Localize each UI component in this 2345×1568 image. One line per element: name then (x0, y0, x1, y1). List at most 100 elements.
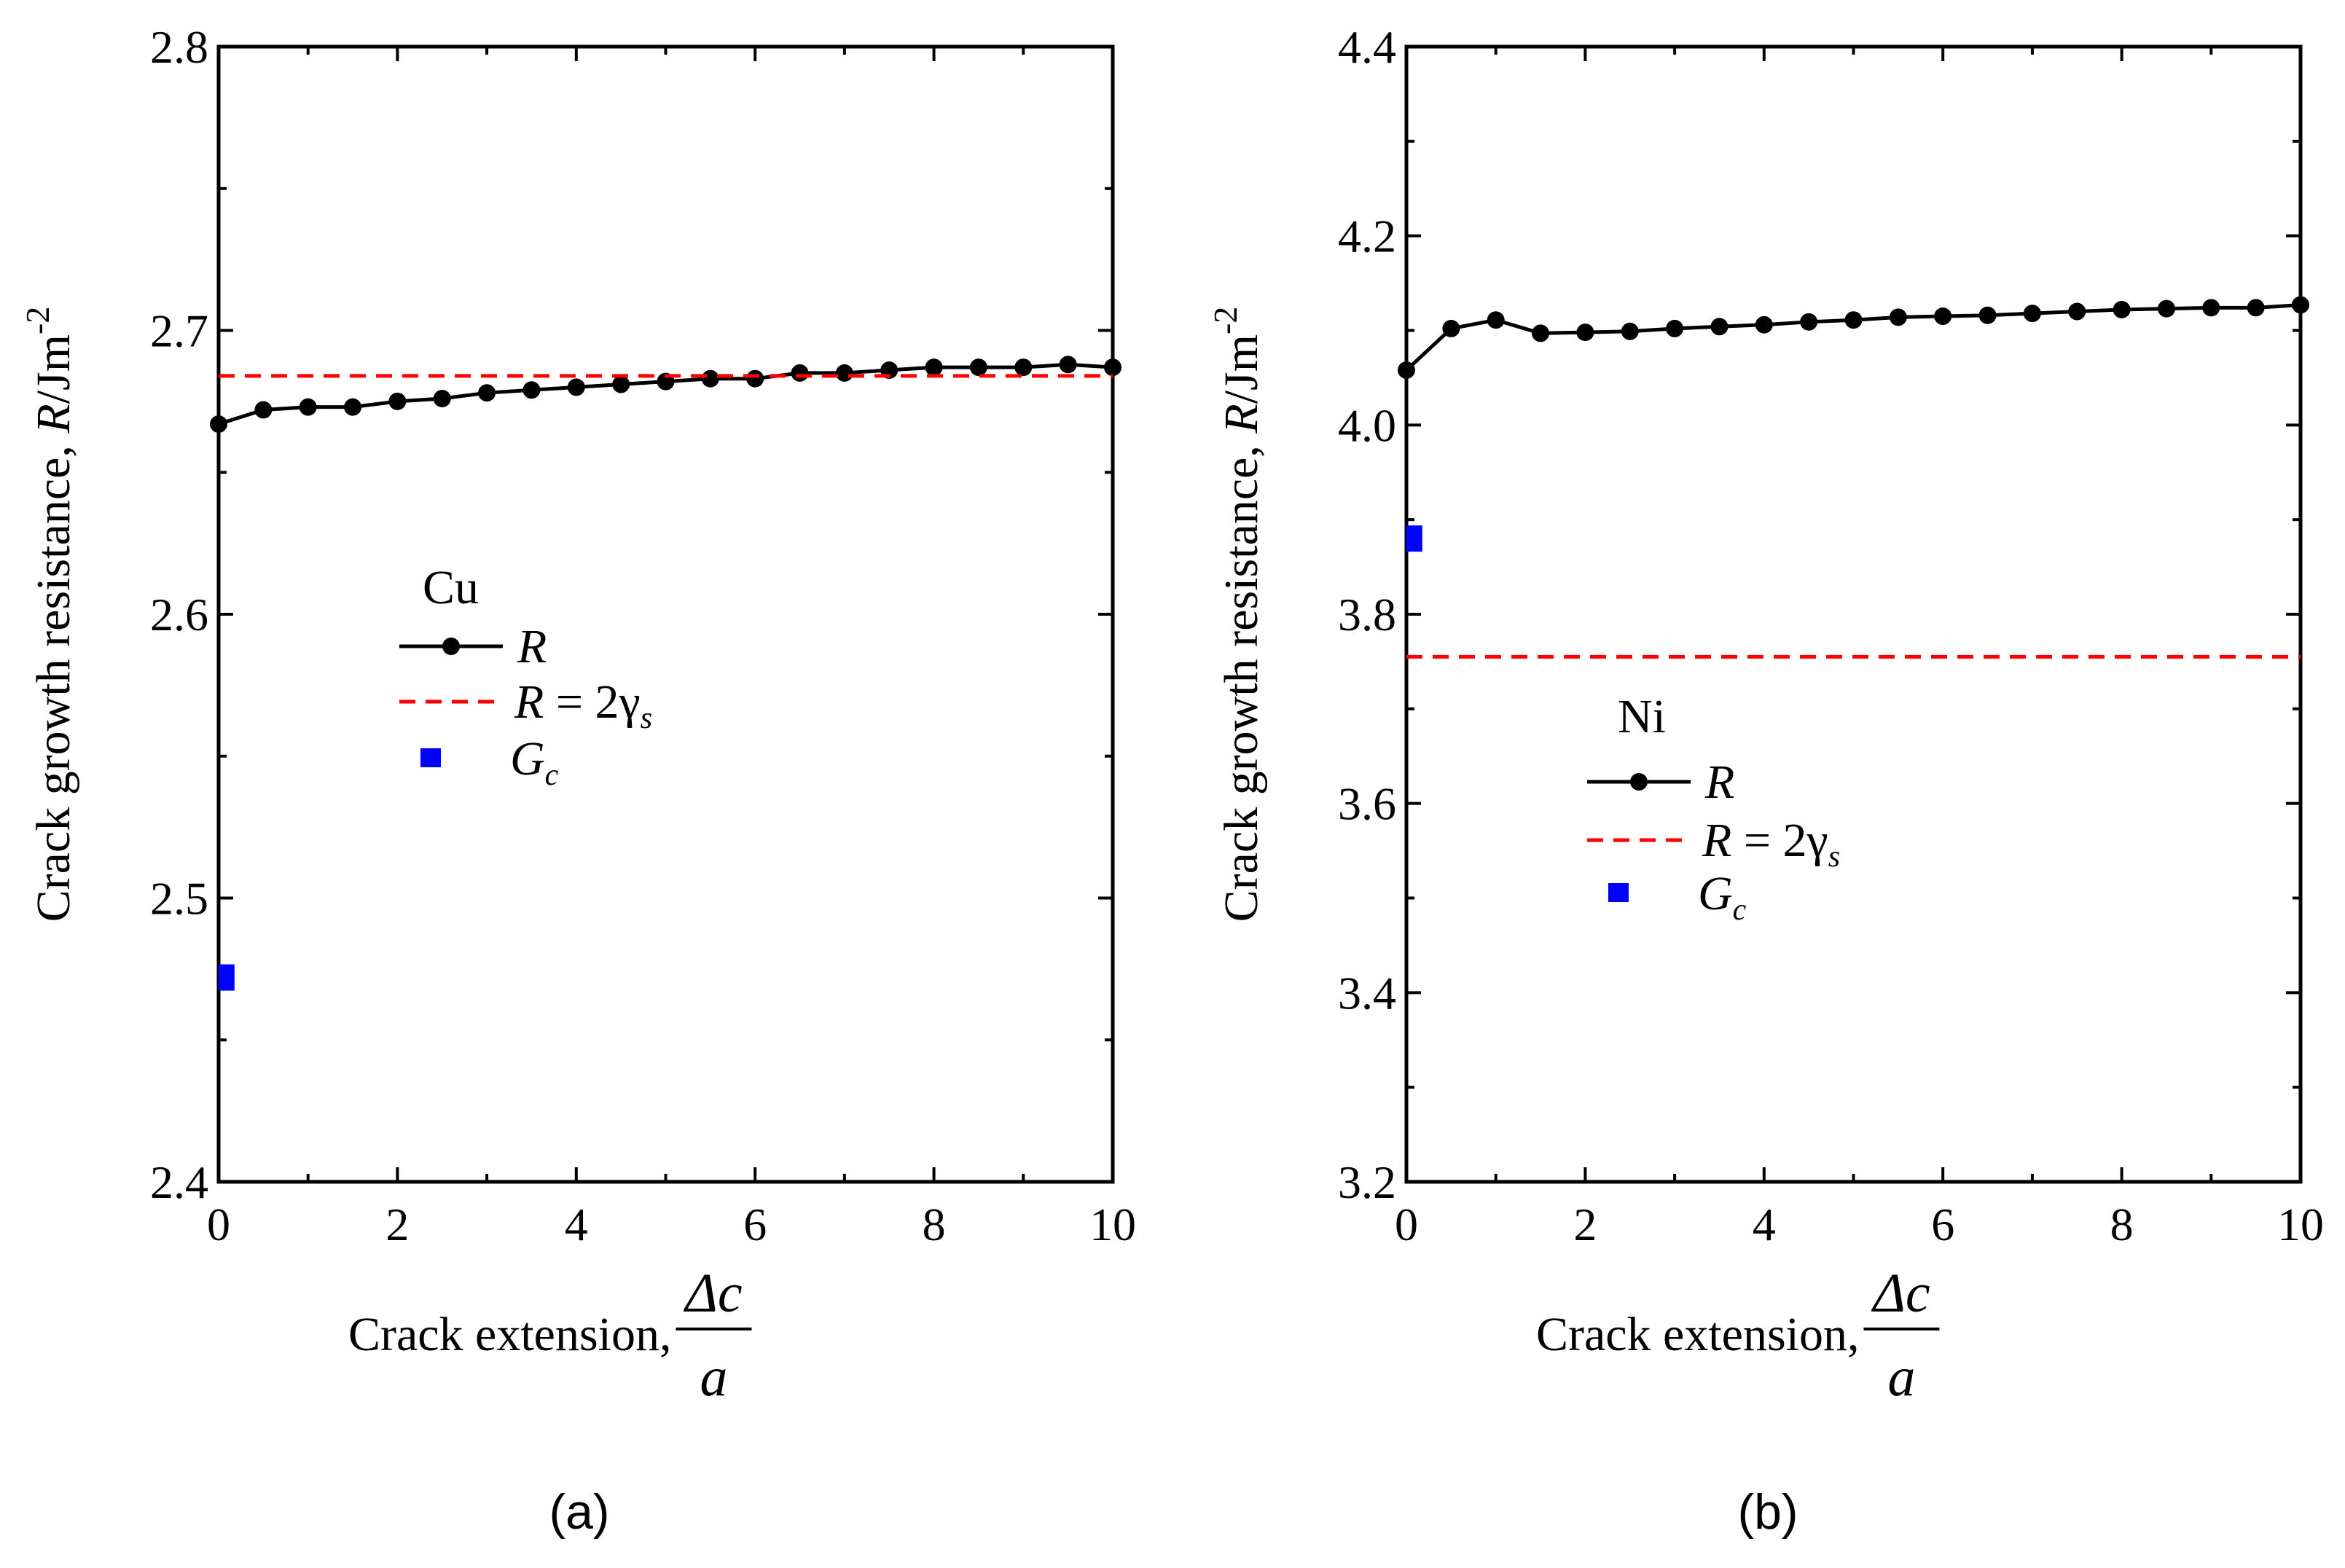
r-point (1710, 318, 1729, 336)
r-point (746, 369, 764, 388)
x-axis-label-denominator: a (700, 1346, 728, 1408)
x-tick-label: 2 (385, 1199, 409, 1250)
r-point (1014, 358, 1033, 377)
r-point (2292, 296, 2309, 314)
y-axis-label-symbol: R (1215, 404, 1268, 434)
r-point (2247, 299, 2265, 317)
r-point (1934, 307, 1952, 326)
legend: Cu RR = 2γs Gc (399, 561, 652, 792)
legend-gc-marker (420, 748, 441, 767)
x-tick-label: 10 (1089, 1199, 1136, 1250)
r-point (299, 398, 317, 416)
r-point (210, 415, 227, 434)
r-point (1532, 324, 1550, 342)
x-tick-label: 8 (2110, 1199, 2134, 1250)
legend-eq-mid: = 2γ (544, 675, 640, 729)
r-point (1059, 356, 1077, 374)
legend-r-marker (442, 638, 460, 655)
r-point (1487, 311, 1505, 329)
r-point (522, 381, 541, 399)
r-point (1398, 361, 1415, 380)
y-tick-label: 3.8 (1338, 589, 1396, 640)
legend-r-marker (1630, 773, 1648, 791)
r-point (478, 384, 496, 402)
legend-gc-sub: c (545, 758, 559, 792)
x-tick-label: 0 (1395, 1199, 1418, 1250)
legend-r-label: R (517, 620, 547, 673)
legend-eq-r: R (514, 675, 544, 729)
r-point (433, 389, 451, 407)
r-point (2023, 305, 2041, 323)
plot-frame (216, 44, 1115, 1184)
gc-marker (1406, 525, 1422, 552)
y-axis-label-exponent: -2 (1207, 307, 1244, 334)
y-tick-label: 3.4 (1338, 967, 1396, 1019)
legend-gc-sub: c (1733, 893, 1747, 927)
r-point (1844, 311, 1863, 329)
y-tick-label: 2.5 (150, 873, 208, 925)
r-point (1621, 322, 1639, 340)
legend-eq-mid: = 2γ (1731, 814, 1828, 867)
r-point (2157, 299, 2175, 318)
legend-2gamma-label: R = 2γs (1702, 814, 1840, 874)
y-tick-label: 2.4 (150, 1156, 208, 1208)
x-tick-label: 2 (1573, 1199, 1597, 1250)
y-tick-label: 2.7 (150, 305, 208, 357)
y-tick-label: 4.4 (1338, 21, 1396, 73)
gc-marker (218, 964, 235, 991)
r-point (1755, 315, 1773, 334)
r-point (835, 364, 853, 382)
y-tick-label: 4.0 (1338, 399, 1396, 451)
legend-title: Ni (1618, 690, 1666, 743)
y-tick-label: 2.8 (150, 21, 208, 73)
x-tick-label: 4 (565, 1199, 588, 1250)
y-axis-label-unit: /Jm (1215, 334, 1268, 404)
y-axis-label-text: Crack growth resistance, (1215, 434, 1268, 922)
r-point (567, 378, 585, 396)
x-tick-label: 10 (2277, 1199, 2324, 1250)
x-axis-label-numerator: Δc (683, 1263, 742, 1324)
r-point (1889, 308, 1907, 326)
legend-gc-main: G (510, 732, 545, 785)
r-point (2113, 300, 2131, 318)
r-point (2202, 299, 2220, 317)
x-tick-label: 6 (1931, 1199, 1954, 1250)
r-point (388, 392, 407, 410)
x-axis-label-numerator: Δc (1871, 1263, 1930, 1324)
y-axis-label: Crack growth resistance, R/Jm-2 (19, 307, 80, 922)
legend-title: Cu (423, 561, 479, 614)
x-tick-label: 6 (743, 1199, 767, 1250)
y-tick-label: 3.6 (1338, 778, 1396, 830)
r-point (1978, 306, 1997, 324)
r-point (1800, 313, 1818, 331)
x-tick-label: 8 (923, 1199, 946, 1250)
panel-b: 0 2 4 6 8 10 3.2 3.4 3.6 3.8 4.0 4.2 4.4 Crack growth… (1207, 21, 2324, 1540)
x-tick-label: 4 (1753, 1199, 1776, 1250)
legend-r-label: R (1704, 756, 1734, 809)
legend-eq-r: R (1702, 814, 1731, 867)
r-point (344, 398, 362, 416)
legend-gc-marker (1608, 883, 1629, 902)
panel-caption: (b) (1737, 1484, 1798, 1540)
y-axis-label-unit: /Jm (27, 334, 80, 404)
r-point (1104, 358, 1121, 377)
legend-gc-label: Gc (510, 732, 559, 792)
r-point (2068, 302, 2086, 321)
r-point (612, 375, 630, 393)
plot-frame (1404, 44, 2303, 1184)
legend-gc-main: G (1698, 867, 1733, 920)
x-axis-label-text: Crack extension, (1536, 1308, 1860, 1361)
x-tick-label: 0 (207, 1199, 230, 1250)
panel-caption: (a) (549, 1484, 609, 1540)
x-axis-label-text: Crack extension, (348, 1308, 672, 1361)
r-point (791, 364, 809, 382)
y-axis-label-symbol: R (27, 404, 80, 434)
legend-eq-sub: s (641, 702, 652, 735)
y-axis-label: Crack growth resistance, R/Jm-2 (1207, 307, 1268, 922)
r-point (969, 358, 987, 377)
panel-a: 0 2 4 6 8 10 2.4 2.5 2.6 2.7 2.8 Crack growth resis… (19, 21, 1136, 1540)
r-point (701, 369, 719, 388)
legend-gc-label: Gc (1698, 867, 1747, 927)
r-point (925, 358, 943, 377)
